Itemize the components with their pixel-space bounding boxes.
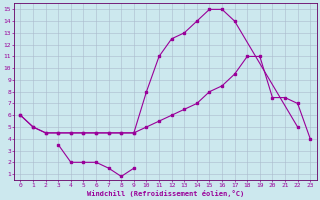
X-axis label: Windchill (Refroidissement éolien,°C): Windchill (Refroidissement éolien,°C) [87, 190, 244, 197]
